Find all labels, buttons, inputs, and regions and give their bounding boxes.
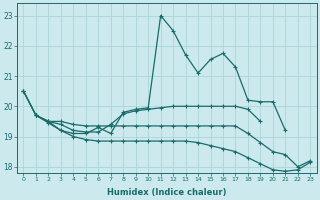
X-axis label: Humidex (Indice chaleur): Humidex (Indice chaleur) — [107, 188, 227, 197]
